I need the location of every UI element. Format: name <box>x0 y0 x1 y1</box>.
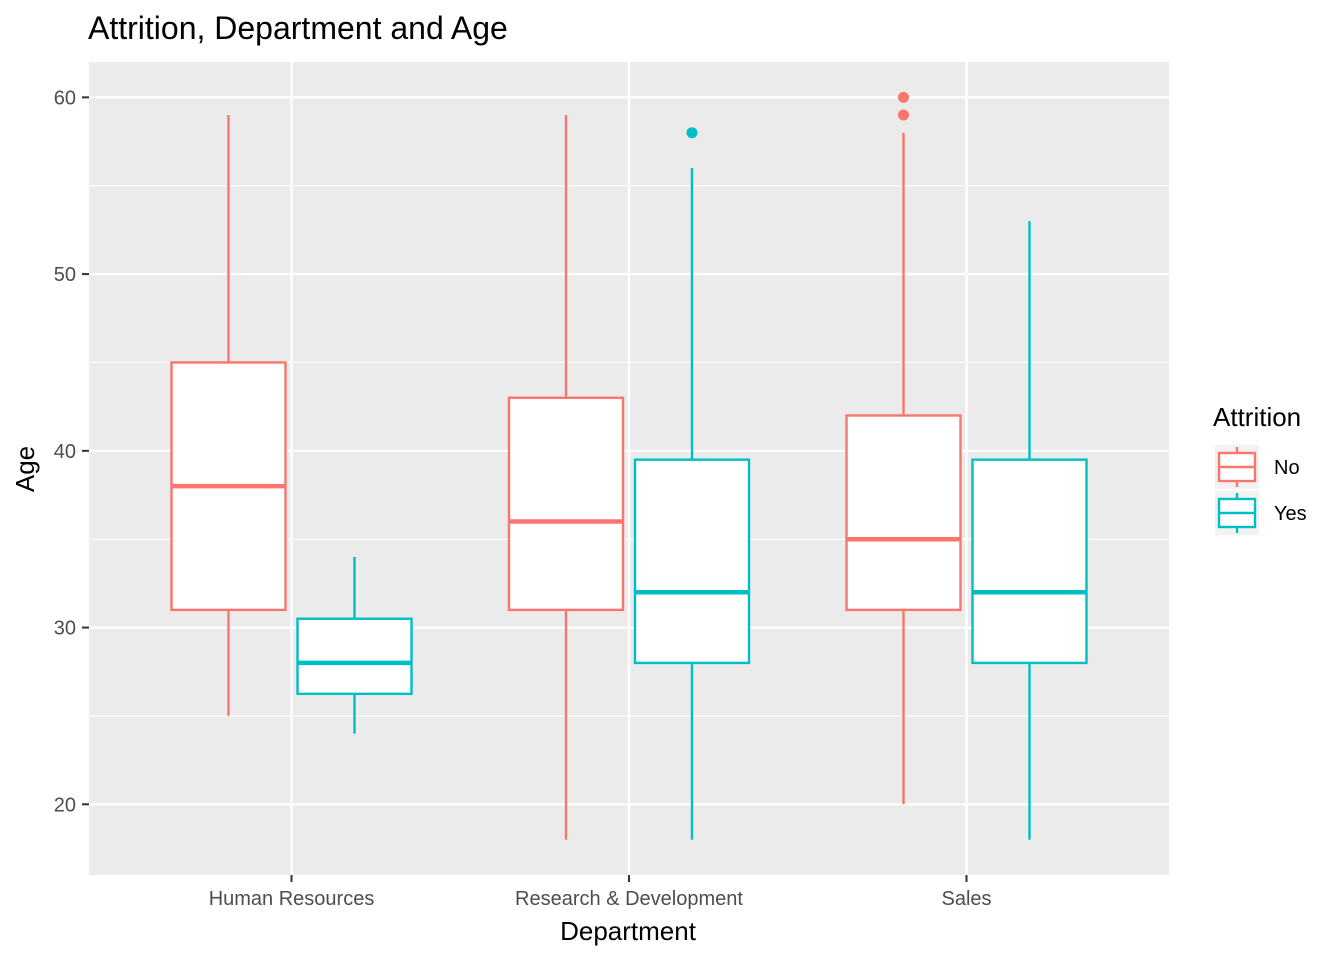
y-tick-label: 50 <box>54 264 76 286</box>
box-no-2 <box>845 91 962 805</box>
y-tick-label: 30 <box>54 618 76 640</box>
box-iqr <box>296 617 413 696</box>
legend-title: Attrition <box>1213 402 1301 432</box>
outlier-point <box>898 109 909 121</box>
legend-key-no <box>1215 445 1259 489</box>
box-no-1 <box>507 115 625 840</box>
outlier-point <box>898 91 909 103</box>
outlier-point <box>686 127 698 139</box>
box-iqr <box>971 458 1088 665</box>
legend-label-yes: Yes <box>1274 503 1307 525</box>
x-tick-label: Sales <box>941 888 991 910</box>
box-iqr <box>507 396 625 612</box>
legend: Attrition No Yes <box>1213 402 1307 535</box>
box-iqr <box>845 414 962 612</box>
x-tick-label: Research & Development <box>515 888 743 910</box>
box-yes-1 <box>633 127 751 840</box>
x-axis: Human Resources Research & Development Sal… <box>209 875 992 910</box>
legend-label-no: No <box>1274 457 1300 479</box>
legend-key-yes <box>1215 491 1259 535</box>
y-tick-label: 60 <box>54 87 76 109</box>
chart-title: Attrition, Department and Age <box>88 10 508 46</box>
y-axis-title: Age <box>10 446 40 492</box>
x-axis-title: Department <box>560 916 697 946</box>
box-no-0 <box>170 115 287 716</box>
box-yes-2 <box>971 221 1088 840</box>
x-tick-label: Human Resources <box>209 888 375 910</box>
y-tick-label: 20 <box>54 794 76 816</box>
box-iqr <box>633 458 751 665</box>
box-layer <box>170 91 1088 840</box>
y-axis: 20 30 40 50 60 <box>54 87 89 816</box>
box-yes-0 <box>296 556 413 734</box>
y-tick-label: 40 <box>54 441 76 463</box>
